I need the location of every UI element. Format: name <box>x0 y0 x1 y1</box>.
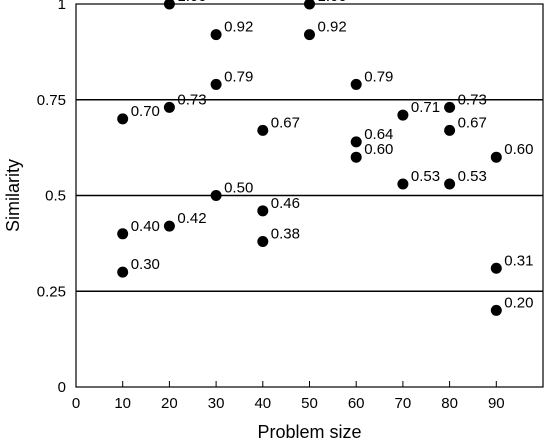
y-axis-title: Similarity <box>3 159 23 232</box>
reference-lines <box>76 99 543 292</box>
x-tick-label: 50 <box>301 395 318 412</box>
axis-ticks: 0 10 20 30 40 50 60 70 80 90 0 0.25 0.5 0.75 1 <box>37 0 505 412</box>
data-label: 1.00 <box>318 0 347 5</box>
data-label: 0.92 <box>224 19 253 36</box>
data-label: 0.60 <box>504 141 533 158</box>
data-point <box>117 228 129 240</box>
data-point <box>210 29 222 41</box>
data-label: 0.53 <box>411 168 440 185</box>
x-tick-label: 60 <box>348 395 365 412</box>
data-point <box>257 205 269 217</box>
y-tick-label: 0.75 <box>37 92 66 109</box>
data-label: 0.53 <box>458 168 487 185</box>
data-label: 0.42 <box>177 210 206 227</box>
data-point <box>397 178 409 190</box>
data-label: 0.31 <box>504 252 533 269</box>
data-point <box>444 101 456 113</box>
data-point <box>304 29 315 41</box>
x-tick-label: 30 <box>208 395 225 412</box>
data-point <box>490 304 502 316</box>
data-label: 0.79 <box>224 68 253 85</box>
data-label: 0.60 <box>364 141 393 158</box>
data-label: 0.79 <box>364 68 393 85</box>
data-point <box>350 136 362 148</box>
data-label: 0.46 <box>271 195 300 212</box>
y-tick-label: 0.5 <box>45 188 66 205</box>
data-points <box>117 0 502 316</box>
data-label: 0.64 <box>364 126 393 143</box>
x-axis-title: Problem size <box>257 422 361 442</box>
data-label: 0.67 <box>271 114 300 131</box>
data-point <box>350 78 362 90</box>
data-point <box>163 101 175 113</box>
data-label: 0.30 <box>131 256 160 273</box>
data-point <box>490 151 502 163</box>
data-label: 0.50 <box>224 180 253 197</box>
data-point <box>163 0 175 10</box>
y-tick-label: 0 <box>58 379 66 396</box>
data-point <box>257 235 269 247</box>
x-tick-label: 0 <box>72 395 80 412</box>
data-label: 0.70 <box>131 103 160 120</box>
y-tick-label: 1 <box>58 0 66 13</box>
data-point <box>397 109 409 121</box>
x-tick-label: 90 <box>488 395 505 412</box>
data-point <box>257 124 269 136</box>
data-point <box>117 266 129 278</box>
data-label: 0.73 <box>177 91 206 108</box>
data-point <box>444 178 456 190</box>
y-tick-label: 0.25 <box>37 283 66 300</box>
data-point <box>350 151 362 163</box>
data-point <box>210 78 222 90</box>
data-label: 0.40 <box>131 218 160 235</box>
data-point <box>163 220 175 232</box>
x-tick-label: 20 <box>161 395 178 412</box>
x-tick-label: 70 <box>395 395 412 412</box>
data-point <box>490 262 502 274</box>
data-point <box>117 113 129 125</box>
data-labels: 0.70 0.40 0.30 1.00 0.73 0.42 0.92 0.79 0.50 0.67… <box>131 0 534 311</box>
data-label: 0.38 <box>271 225 300 242</box>
data-label: 0.73 <box>458 91 487 108</box>
x-tick-label: 10 <box>114 395 131 412</box>
data-label: 0.67 <box>458 114 487 131</box>
data-point <box>444 124 456 136</box>
data-label: 0.92 <box>318 19 347 36</box>
data-label: 0.71 <box>411 99 440 116</box>
data-point <box>304 0 315 10</box>
data-label: 1.00 <box>177 0 206 5</box>
x-tick-label: 40 <box>254 395 271 412</box>
x-tick-label: 80 <box>441 395 458 412</box>
data-label: 0.20 <box>504 294 533 311</box>
data-point <box>210 190 222 201</box>
